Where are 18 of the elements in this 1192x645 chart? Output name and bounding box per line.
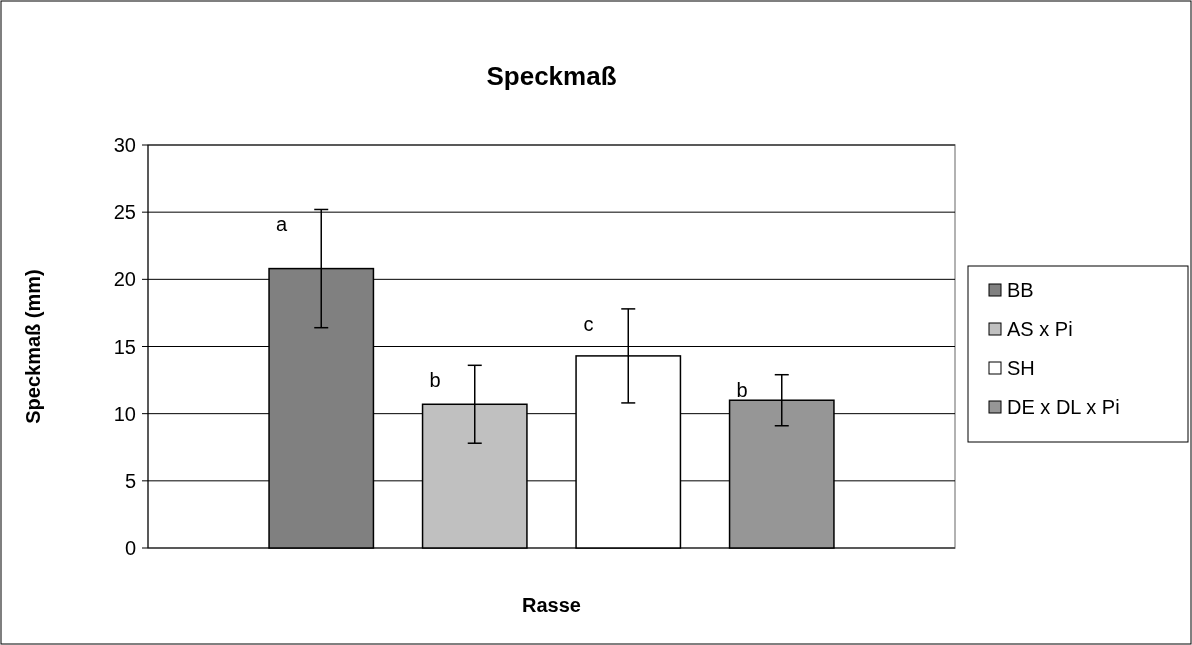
y-axis-title: Speckmaß (mm): [22, 269, 44, 424]
y-tick-label: 0: [124, 537, 136, 559]
legend-label: DE x DL x Pi: [1007, 396, 1120, 418]
legend-label: BB: [1007, 279, 1034, 301]
y-tick-label: 10: [113, 402, 136, 425]
legend-label: AS x Pi: [1007, 318, 1073, 340]
y-tick-label: 25: [113, 201, 136, 224]
annotation: b: [429, 369, 441, 392]
y-tick-label: 20: [113, 268, 136, 291]
annotation: b: [736, 378, 748, 401]
annotation: a: [276, 213, 289, 236]
chart-title: Speckmaß: [486, 61, 617, 91]
annotation: c: [583, 312, 594, 335]
y-tick-label: 5: [124, 469, 136, 492]
legend-label: SH: [1007, 357, 1035, 379]
y-tick-label: 30: [113, 134, 136, 156]
x-axis-title: Rasse: [522, 594, 581, 616]
y-tick-label: 15: [113, 335, 136, 358]
